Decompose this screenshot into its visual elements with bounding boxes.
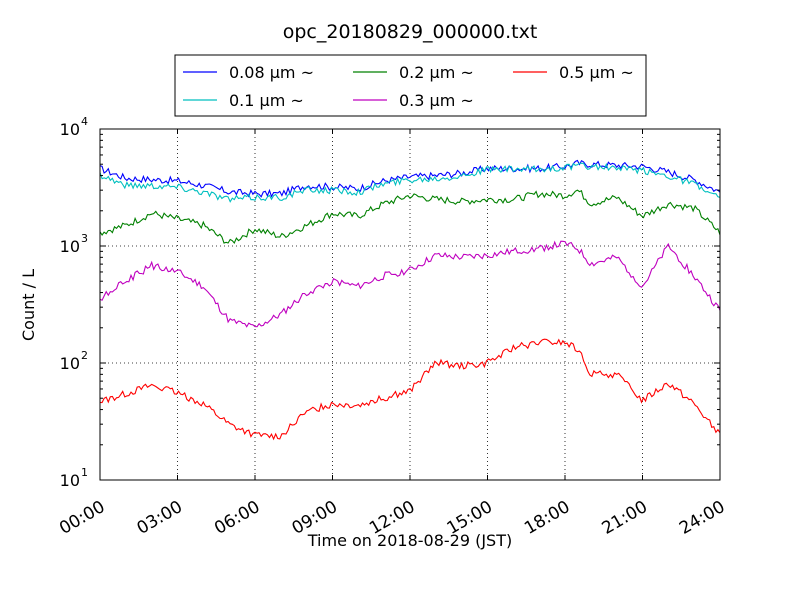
series-layer: [99, 159, 721, 441]
legend-label: 0.3 μm ~: [399, 91, 474, 110]
y-tick-exponent: 2: [81, 349, 88, 362]
y-tick-exponent: 3: [81, 232, 88, 245]
x-tick-label: 24:00: [676, 497, 728, 539]
y-tick-label: 10: [60, 120, 80, 139]
series-line: [99, 338, 721, 441]
y-tick-label: 10: [60, 237, 80, 256]
y-tick-label: 10: [60, 471, 80, 490]
legend-label: 0.1 μm ~: [229, 91, 304, 110]
legend-label: 0.2 μm ~: [399, 63, 474, 82]
legend-label: 0.5 μm ~: [559, 63, 634, 82]
legend: 0.08 μm ~ 0.1 μm ~ 0.2 μm ~ 0.3 μm ~ 0.5 μm …: [174, 54, 647, 117]
tick-layer: 00:00 03:00 06:00 09:00 12:00 15:00 18:00 21:00…: [56, 115, 728, 539]
y-tick-exponent: 4: [81, 115, 88, 128]
x-tick-label: 06:00: [211, 497, 263, 539]
series-line: [99, 189, 721, 245]
y-axis-label: Count / L: [19, 269, 38, 341]
legend-label: 0.08 μm ~: [229, 63, 314, 82]
x-tick-label: 21:00: [599, 497, 651, 539]
x-tick-label: 00:00: [56, 497, 108, 539]
x-tick-label: 18:00: [521, 497, 573, 539]
legend-frame: [174, 54, 647, 117]
series-line: [99, 162, 721, 203]
x-axis-label: Time on 2018-08-29 (JST): [307, 531, 512, 550]
x-tick-label: 03:00: [134, 497, 186, 539]
series-line: [99, 240, 721, 328]
grid-layer: [100, 129, 720, 480]
y-tick-label: 10: [60, 354, 80, 373]
y-tick-exponent: 1: [81, 466, 88, 479]
series-line: [99, 159, 721, 198]
chart-title: opc_20180829_000000.txt: [283, 21, 538, 43]
